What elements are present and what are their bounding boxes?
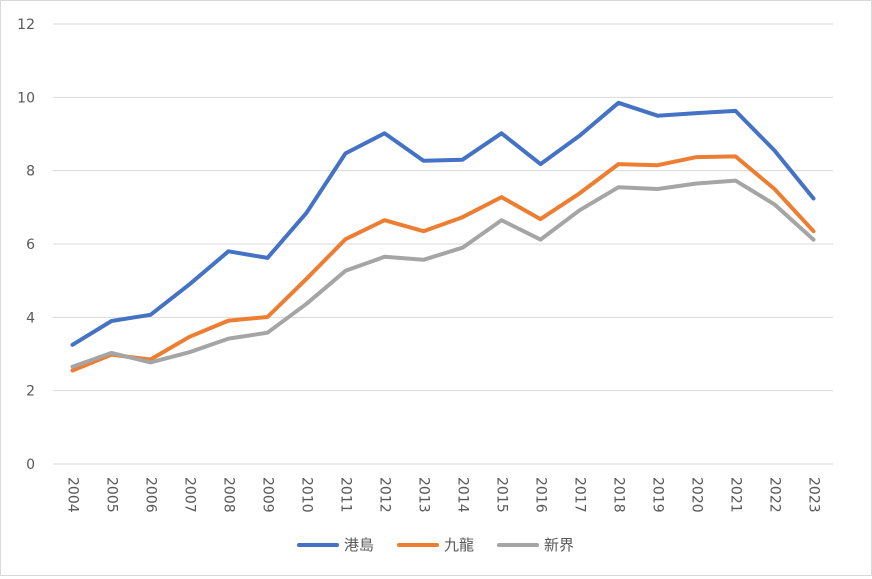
x-tick-label: 2006 [143, 477, 159, 513]
x-tick-label: 2021 [728, 477, 744, 513]
x-tick-label: 2009 [260, 477, 276, 513]
x-tick-label: 2022 [767, 477, 783, 513]
series-lines [70, 100, 816, 373]
x-tick-label: 2008 [221, 477, 237, 513]
x-tick-label: 2013 [416, 477, 432, 513]
x-tick-label: 2005 [104, 477, 120, 513]
x-tick-label: 2018 [611, 477, 627, 513]
y-tick-label: 8 [26, 164, 35, 180]
y-tick-label: 10 [17, 90, 35, 106]
series-line-3 [70, 178, 816, 369]
gridlines [53, 23, 833, 465]
y-tick-label: 12 [17, 17, 35, 33]
legend-label: 港島 [344, 536, 374, 554]
legend: 港島 九龍 新界 [297, 536, 574, 554]
legend-label: 新界 [544, 536, 574, 554]
series-line-1 [70, 100, 816, 347]
y-tick-label: 2 [26, 384, 35, 400]
y-tick-label: 4 [26, 310, 35, 326]
series-line-2 [70, 154, 816, 373]
x-tick-label: 2011 [338, 477, 354, 513]
x-tick-label: 2012 [377, 477, 393, 513]
x-tick-label: 2020 [689, 477, 705, 513]
x-tick-label: 2023 [806, 477, 822, 513]
x-tick-label: 2016 [533, 477, 549, 513]
x-tick-label: 2007 [182, 477, 198, 513]
y-tick-label: 6 [26, 237, 35, 253]
x-tick-label: 2004 [65, 477, 81, 513]
x-tick-label: 2014 [455, 477, 471, 513]
x-tick-label: 2017 [572, 477, 588, 513]
legend-label: 九龍 [444, 536, 474, 554]
x-tick-label: 2010 [299, 477, 315, 513]
y-tick-label: 0 [26, 457, 35, 473]
x-axis-tick-labels: 2004 2005 2006 2007 2008 2009 2010 2011 2012 2013… [65, 477, 822, 513]
y-axis-tick-labels: 0 2 4 6 8 10 12 [17, 17, 35, 473]
x-tick-label: 2019 [650, 477, 666, 513]
x-tick-label: 2015 [494, 477, 510, 513]
